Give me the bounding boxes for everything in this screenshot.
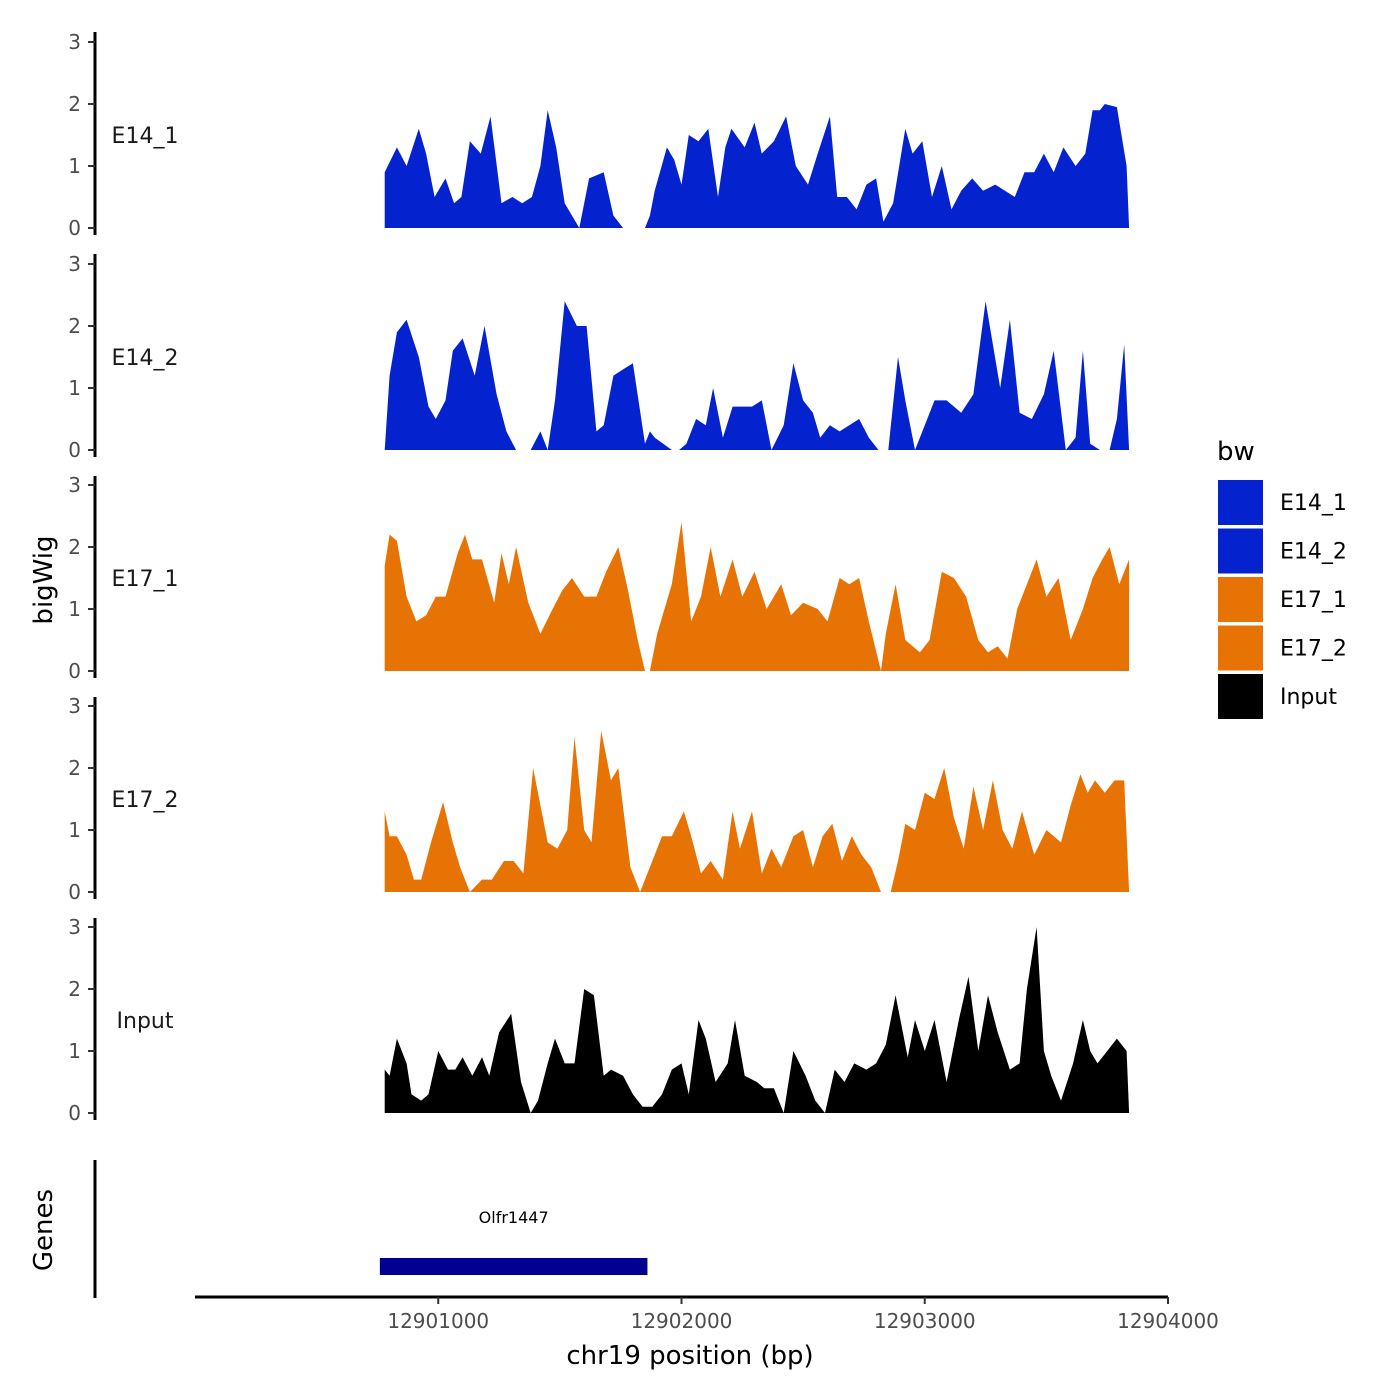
- legend-label-E14_2: E14_2: [1280, 540, 1347, 565]
- tracks: 0 1 2 3 E14_1 0 1 2 3 E14_2 0 1 2 3 E17_1 0 1 2 3 E17_2 0 1 2 3…: [68, 30, 1130, 1125]
- legend-key-E17_1: [1218, 577, 1263, 622]
- area-Input: [384, 927, 1130, 1113]
- genes-panel: Olfr1447: [93, 1160, 648, 1298]
- track-E14_1: 0 1 2 3 E14_1: [68, 30, 1130, 240]
- gene-label-Olfr1447: Olfr1447: [479, 1208, 549, 1227]
- legend-key-E17_2: [1218, 625, 1263, 671]
- x-tick-label: 12902000: [631, 1309, 733, 1333]
- legend-label-E17_2: E17_2: [1280, 637, 1347, 662]
- x-axis: 12901000 12902000 12903000 12904000: [195, 1295, 1219, 1333]
- track-label-E17_1: E17_1: [112, 567, 179, 592]
- track-label-E14_1: E14_1: [112, 124, 179, 149]
- y-tick-label: 3: [68, 30, 81, 54]
- track-E17_1: 0 1 2 3 E17_1: [68, 473, 1130, 683]
- legend-title: bw: [1217, 437, 1255, 467]
- x-tick-label: 12901000: [387, 1309, 489, 1333]
- track-label-Input: Input: [117, 1009, 174, 1034]
- y-tick-label: 2: [68, 92, 81, 116]
- y-tick-label: 0: [68, 880, 81, 904]
- y-tick-label: 3: [68, 915, 81, 939]
- legend-label-Input: Input: [1280, 685, 1337, 710]
- y-tick-label: 0: [68, 216, 81, 240]
- legend-key-E14_2: [1218, 528, 1263, 574]
- y-tick-label: 1: [68, 597, 81, 621]
- area-E14_2: [384, 301, 1130, 450]
- legend: E14_1 E14_2 E17_1 E17_2 Input: [1218, 480, 1347, 719]
- legend-key-Input: [1218, 674, 1263, 719]
- y-tick-label: 2: [68, 977, 81, 1001]
- y-tick-label: 3: [68, 252, 81, 276]
- area-E14_1: [384, 104, 1130, 228]
- y-axis-title: bigWig: [29, 535, 59, 624]
- y-tick-label: 1: [68, 1039, 81, 1063]
- y-tick-label: 0: [68, 659, 81, 683]
- y-tick-label: 2: [68, 535, 81, 559]
- y-tick-label: 0: [68, 1101, 81, 1125]
- x-tick-label: 12903000: [874, 1309, 976, 1333]
- legend-label-E17_1: E17_1: [1280, 588, 1347, 613]
- track-E14_2: 0 1 2 3 E14_2: [68, 252, 1130, 462]
- y-tick-label: 3: [68, 694, 81, 718]
- legend-key-E14_1: [1218, 480, 1263, 525]
- x-tick-label: 12904000: [1117, 1309, 1219, 1333]
- track-label-E17_2: E17_2: [112, 788, 179, 813]
- genes-panel-title: Genes: [29, 1189, 59, 1271]
- legend-label-E14_1: E14_1: [1280, 491, 1347, 516]
- area-E17_1: [384, 522, 1130, 671]
- x-axis-title: chr19 position (bp): [566, 1341, 813, 1371]
- y-tick-label: 2: [68, 756, 81, 780]
- y-tick-label: 0: [68, 438, 81, 462]
- gene-bar-Olfr1447: [379, 1258, 648, 1275]
- track-E17_2: 0 1 2 3 E17_2: [68, 694, 1130, 904]
- y-tick-label: 3: [68, 473, 81, 497]
- y-tick-label: 1: [68, 818, 81, 842]
- track-label-E14_2: E14_2: [112, 346, 179, 371]
- y-tick-label: 2: [68, 314, 81, 338]
- y-tick-label: 1: [68, 154, 81, 178]
- y-tick-label: 1: [68, 376, 81, 400]
- track-Input: 0 1 2 3 Input: [68, 915, 1130, 1125]
- area-E17_2: [384, 730, 1130, 892]
